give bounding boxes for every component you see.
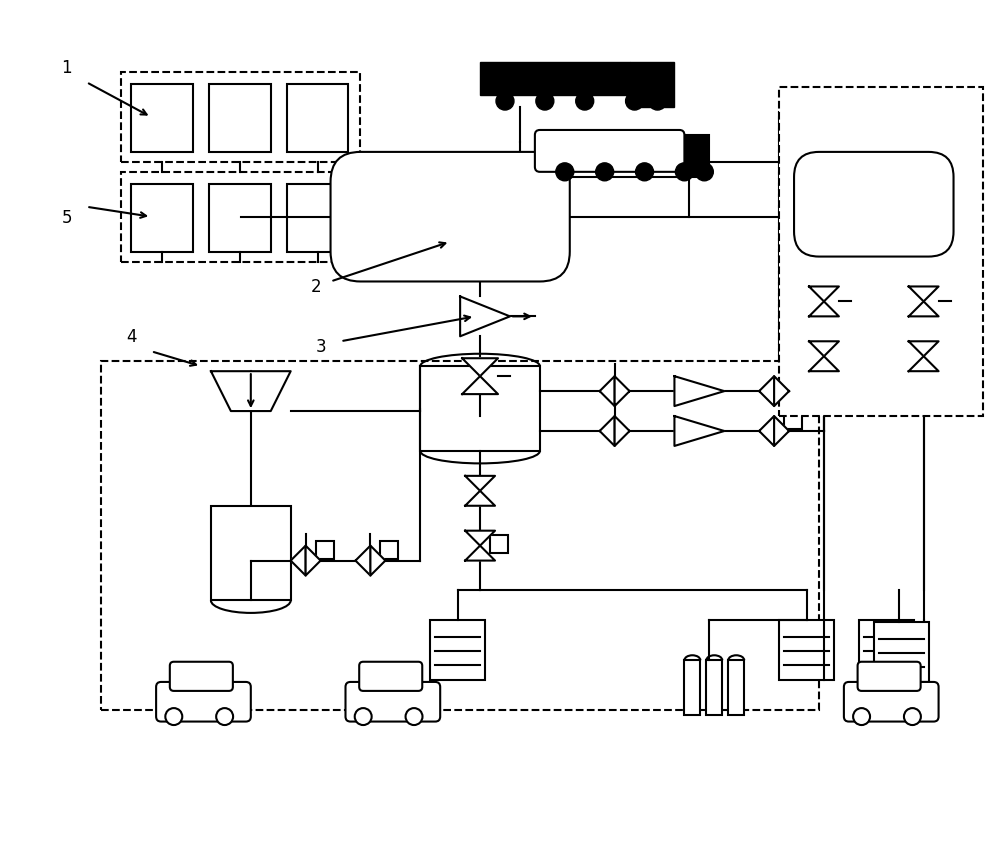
Polygon shape bbox=[630, 63, 674, 108]
Bar bbox=[316, 541, 334, 559]
Bar bbox=[211, 506, 291, 601]
Polygon shape bbox=[370, 546, 385, 576]
Polygon shape bbox=[460, 297, 510, 337]
Polygon shape bbox=[615, 417, 630, 447]
Circle shape bbox=[626, 93, 644, 111]
Polygon shape bbox=[774, 377, 789, 406]
Bar bbox=[287, 85, 348, 152]
Circle shape bbox=[406, 709, 423, 725]
FancyBboxPatch shape bbox=[170, 662, 233, 691]
Bar bbox=[934, 347, 952, 365]
Text: 5: 5 bbox=[61, 208, 72, 226]
Bar bbox=[679, 136, 709, 177]
Circle shape bbox=[675, 164, 693, 182]
Polygon shape bbox=[600, 377, 615, 406]
Polygon shape bbox=[809, 342, 839, 356]
Circle shape bbox=[355, 709, 372, 725]
Polygon shape bbox=[774, 417, 789, 447]
Polygon shape bbox=[465, 531, 495, 546]
Polygon shape bbox=[462, 377, 498, 394]
Circle shape bbox=[576, 93, 594, 111]
Bar bbox=[779, 113, 978, 362]
Text: 4: 4 bbox=[126, 328, 137, 346]
Polygon shape bbox=[615, 377, 630, 406]
Polygon shape bbox=[909, 342, 939, 356]
Bar bbox=[131, 85, 193, 152]
Circle shape bbox=[216, 709, 233, 725]
Circle shape bbox=[496, 93, 514, 111]
Polygon shape bbox=[600, 417, 615, 447]
Polygon shape bbox=[759, 377, 774, 406]
FancyBboxPatch shape bbox=[331, 152, 570, 282]
Polygon shape bbox=[759, 417, 774, 447]
Bar bbox=[706, 660, 722, 715]
Circle shape bbox=[636, 164, 654, 182]
Polygon shape bbox=[465, 476, 495, 492]
Circle shape bbox=[596, 164, 614, 182]
Bar bbox=[784, 372, 802, 390]
Text: 3: 3 bbox=[316, 338, 326, 356]
FancyBboxPatch shape bbox=[345, 682, 440, 722]
FancyBboxPatch shape bbox=[844, 682, 939, 722]
FancyBboxPatch shape bbox=[858, 662, 921, 691]
Polygon shape bbox=[465, 492, 495, 506]
Circle shape bbox=[904, 709, 921, 725]
Bar bbox=[684, 660, 700, 715]
Polygon shape bbox=[809, 356, 839, 372]
Circle shape bbox=[536, 93, 554, 111]
Bar bbox=[874, 623, 929, 683]
Polygon shape bbox=[355, 546, 370, 576]
Bar bbox=[834, 347, 852, 365]
Bar bbox=[779, 621, 834, 680]
Bar bbox=[380, 541, 398, 559]
Bar bbox=[209, 184, 271, 252]
Text: 1: 1 bbox=[61, 59, 72, 77]
Bar bbox=[784, 412, 802, 430]
Bar bbox=[121, 73, 360, 163]
Bar bbox=[131, 184, 193, 252]
Polygon shape bbox=[909, 356, 939, 372]
FancyBboxPatch shape bbox=[156, 682, 251, 722]
Polygon shape bbox=[462, 359, 498, 377]
Circle shape bbox=[556, 164, 574, 182]
Bar bbox=[101, 362, 819, 710]
Polygon shape bbox=[480, 63, 630, 96]
Circle shape bbox=[649, 93, 666, 111]
Polygon shape bbox=[465, 546, 495, 561]
FancyBboxPatch shape bbox=[359, 662, 422, 691]
Bar bbox=[287, 184, 348, 252]
Circle shape bbox=[853, 709, 870, 725]
Bar bbox=[779, 88, 983, 417]
Polygon shape bbox=[211, 372, 291, 412]
Bar bbox=[490, 535, 508, 553]
Bar bbox=[728, 660, 744, 715]
Polygon shape bbox=[909, 302, 939, 317]
Bar bbox=[121, 173, 360, 263]
Polygon shape bbox=[674, 377, 724, 406]
FancyBboxPatch shape bbox=[794, 152, 954, 257]
Circle shape bbox=[695, 164, 713, 182]
Polygon shape bbox=[809, 287, 839, 302]
Bar bbox=[420, 367, 540, 451]
Polygon shape bbox=[291, 546, 306, 576]
Bar bbox=[430, 621, 485, 680]
Circle shape bbox=[165, 709, 182, 725]
FancyBboxPatch shape bbox=[535, 131, 684, 173]
Polygon shape bbox=[909, 287, 939, 302]
Polygon shape bbox=[674, 417, 724, 447]
Bar bbox=[209, 85, 271, 152]
Polygon shape bbox=[306, 546, 321, 576]
Polygon shape bbox=[809, 302, 839, 317]
Text: 2: 2 bbox=[311, 278, 321, 296]
Bar bbox=[859, 621, 914, 680]
